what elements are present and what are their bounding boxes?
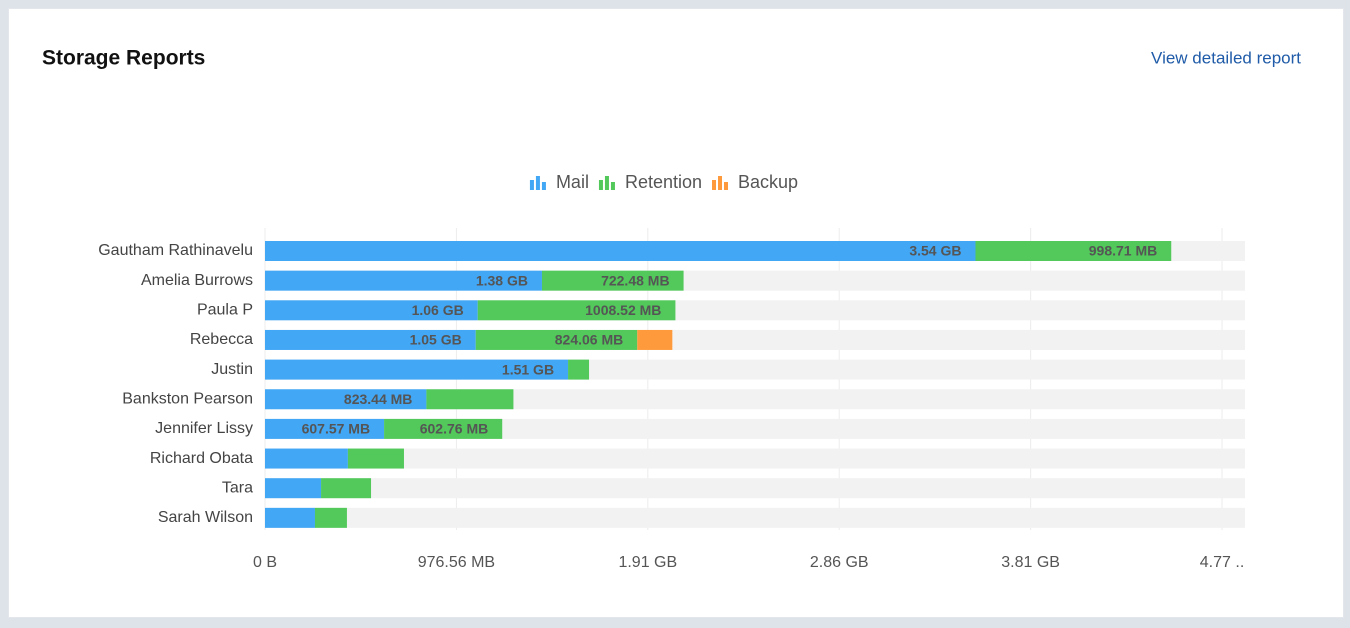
bar-track — [265, 507, 1245, 528]
x-tick-label: 2.86 GB — [810, 554, 869, 571]
x-tick-label: 976.56 MB — [418, 554, 495, 571]
data-label: 602.76 MB — [420, 421, 488, 437]
bar-segment — [568, 359, 590, 380]
legend-icon — [535, 176, 540, 190]
legend-label: Retention — [625, 172, 702, 192]
legend-icon — [712, 180, 717, 190]
bar-segment — [265, 241, 976, 261]
bar-track — [265, 448, 1245, 469]
bar-segment — [265, 300, 478, 321]
bar-segment — [541, 270, 684, 291]
x-tick-label: 1.91 GB — [618, 554, 677, 571]
y-tick-label: Sarah Wilson — [158, 509, 253, 526]
bar-segment — [265, 478, 322, 499]
y-tick-label: Tara — [222, 479, 253, 496]
y-tick-label: Rebecca — [190, 331, 253, 348]
y-tick-label: Jennifer Lissy — [155, 420, 253, 437]
data-label: 722.48 MB — [601, 272, 669, 288]
y-tick-label: Richard Obata — [150, 450, 253, 467]
data-label: 1.05 GB — [410, 332, 462, 348]
legend-icon — [610, 182, 615, 190]
legend-label: Mail — [556, 172, 589, 192]
bar-track — [265, 478, 1245, 499]
bar-segment — [265, 507, 315, 528]
data-label: 823.44 MB — [344, 391, 412, 407]
bar-segment — [384, 418, 503, 439]
data-label: 998.71 MB — [1089, 243, 1157, 259]
data-label: 1.38 GB — [476, 272, 528, 288]
legend-icon — [541, 182, 546, 190]
bar-track — [265, 418, 1245, 439]
bar-segment — [637, 329, 673, 350]
bar-segment — [265, 270, 542, 291]
y-tick-label: Justin — [211, 361, 253, 378]
data-label: 1.51 GB — [502, 361, 554, 377]
x-tick-label: 4.77 .. — [1200, 554, 1244, 571]
bar-segment — [975, 241, 1172, 261]
bar-segment — [477, 300, 676, 321]
legend-icon — [718, 176, 723, 190]
data-label: 607.57 MB — [302, 421, 370, 437]
x-tick-label: 0 B — [253, 554, 277, 571]
y-tick-label: Bankston Pearson — [122, 390, 253, 407]
legend-icon — [529, 180, 534, 190]
bar-segment — [314, 507, 347, 528]
legend-icon — [604, 176, 609, 190]
bar-segment — [265, 329, 476, 350]
bar-segment — [265, 448, 348, 469]
y-tick-label: Gautham Rathinavelu — [98, 242, 253, 259]
bar-segment — [321, 478, 372, 499]
data-label: 824.06 MB — [555, 332, 623, 348]
legend-icon — [724, 182, 729, 190]
data-label: 1.06 GB — [412, 302, 464, 318]
report-link[interactable]: View detailed report — [1151, 48, 1301, 67]
y-tick-label: Amelia Burrows — [141, 272, 253, 289]
bar-segment — [265, 389, 427, 410]
chart-title: Storage Reports — [42, 47, 205, 70]
legend-icon — [598, 180, 603, 190]
bar-segment — [265, 359, 569, 380]
bar-segment — [426, 389, 514, 410]
data-label: 1008.52 MB — [585, 302, 661, 318]
y-tick-label: Paula P — [197, 302, 253, 319]
legend: Mail Retention Backup — [529, 172, 798, 192]
x-tick-label: 3.81 GB — [1001, 554, 1060, 571]
legend-label: Backup — [738, 172, 798, 192]
bar-segment — [347, 448, 404, 469]
bar-segment — [475, 329, 638, 350]
bar-segment — [265, 418, 385, 439]
data-label: 3.54 GB — [909, 243, 961, 259]
